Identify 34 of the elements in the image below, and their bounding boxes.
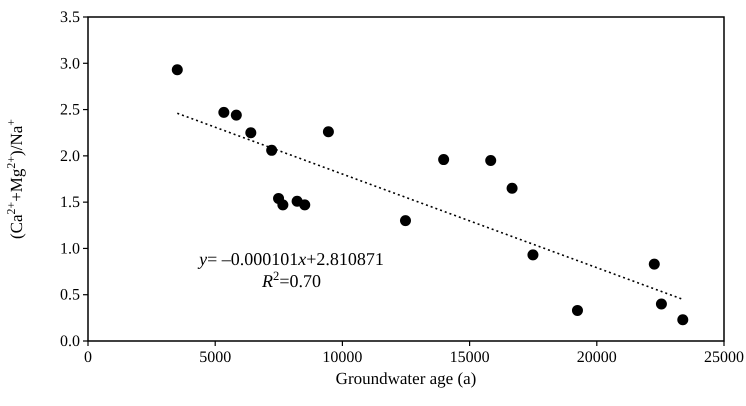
y-tick-label: 3.0 — [60, 55, 80, 72]
x-tick-label: 0 — [84, 349, 92, 366]
point — [677, 314, 688, 326]
y-tick-label: 1.0 — [60, 240, 80, 258]
annotation: y= –0.000101x+2.810871 — [197, 248, 384, 269]
x-tick-label: 15000 — [450, 349, 490, 366]
point — [322, 126, 334, 138]
y-tick-label: 2.0 — [60, 148, 80, 165]
point — [656, 298, 667, 310]
x-tick-label: 5000 — [199, 349, 232, 366]
x-tick-label: 25000 — [704, 349, 744, 366]
point — [648, 258, 660, 270]
x-axis-title: Groundwater age (a) — [336, 369, 476, 388]
point — [299, 199, 310, 210]
point — [266, 144, 278, 156]
y-tick-label: 1.5 — [60, 194, 80, 212]
y-tick-label: 0.5 — [60, 286, 80, 304]
point — [527, 249, 538, 260]
point — [400, 215, 411, 226]
point — [230, 110, 242, 121]
point — [218, 106, 230, 118]
y-tick-label: 0.0 — [60, 333, 80, 350]
point — [277, 199, 288, 210]
point — [245, 127, 256, 138]
annotation: R$^{2}$=0.70 — [261, 268, 321, 291]
y-tick-label: 3.5 — [60, 9, 80, 26]
point — [485, 154, 496, 166]
point — [506, 182, 518, 194]
y-tick-label: 2.5 — [60, 102, 80, 119]
x-tick-label: 10000 — [322, 349, 362, 366]
point — [172, 64, 183, 76]
point — [438, 154, 450, 166]
x-tick-label: 20000 — [576, 349, 617, 366]
point — [572, 304, 583, 316]
